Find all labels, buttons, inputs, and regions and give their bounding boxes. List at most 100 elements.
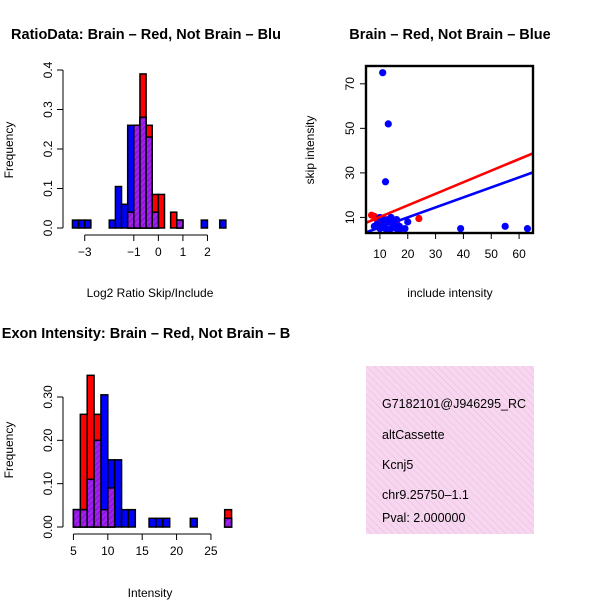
ratio-notbrain-bar: [77, 219, 86, 229]
scatter-x-tick-label: 20: [401, 247, 415, 261]
intensity-overlap-bar: [93, 439, 102, 528]
intensity-histogram-title: Exon Intensity: Brain – Red, Not Brain –…: [2, 326, 290, 342]
scatter-x-tick-label: 40: [457, 247, 471, 261]
scatter-ylabel: skip intensity: [303, 116, 317, 185]
ratio-y-tick-label: 0.4: [41, 61, 55, 78]
ratio-overlap-bar: [151, 211, 160, 229]
scatter-notbrain-point: [381, 178, 390, 186]
intensity-overlap-bar: [100, 508, 109, 528]
scatter-notbrain-point: [501, 222, 509, 230]
intensity-y-tick-label: 0.30: [41, 385, 55, 409]
scatter-x-tick-label: 60: [512, 247, 526, 261]
ratio-notbrain-bar: [120, 203, 129, 229]
intensity-overlap-bar: [107, 487, 116, 528]
intensity-y-tick-label: 0.20: [41, 428, 55, 452]
scatter-notbrain-point: [404, 218, 412, 226]
info-pval: Pval: 2.000000: [382, 511, 465, 525]
ratio-y-tick-label: 0.3: [41, 101, 55, 118]
ratio-overlap-bar: [126, 211, 135, 229]
scatter-notbrain-point: [379, 69, 387, 77]
scatter-frame: [364, 64, 535, 235]
scatter-plot-area: [364, 64, 535, 235]
scatter-x-tick-label: 50: [485, 247, 499, 261]
scatter-y-tick-label: 50: [343, 121, 357, 135]
ratio-overlap-bar: [139, 116, 147, 229]
intensity-notbrain-bar: [113, 459, 123, 528]
intensity-overlap-bar: [86, 478, 95, 528]
ratio-histogram-xlabel: Log2 Ratio Skip/Include: [87, 286, 214, 300]
intensity-y-tick-label: 0.10: [41, 472, 55, 496]
ratio-histogram-bars: [71, 73, 227, 229]
ratio-y-tick-label: 0.2: [41, 140, 55, 157]
scatter-xlabel: include intensity: [407, 286, 492, 300]
ratio-notbrain-bar: [71, 219, 80, 229]
intensity-notbrain-bar: [120, 508, 130, 528]
scatter-brain-fit-line: [366, 152, 533, 224]
ratio-notbrain-bar: [114, 185, 123, 229]
intensity-overlap-bar: [79, 508, 88, 528]
scatter-y-tick-label: 70: [343, 77, 357, 91]
scatter-brain-point: [415, 214, 423, 223]
info-panel: G7182101@J946295_RC altCassette Kcnj5 ch…: [366, 366, 534, 534]
ratio-x-tick-label: 2: [204, 245, 211, 259]
ratio-histogram-axes: 0.0 0.1 0.2 0.3 0.4 −3 −1 0 1 2: [41, 61, 211, 259]
info-panel-background: [366, 366, 534, 534]
scatter-x-tick-label: 30: [429, 247, 443, 261]
intensity-histogram-axes: 0.00 0.10 0.20 0.30 5 10 15 20 25: [41, 385, 218, 558]
intensity-histogram-panel: Exon Intensity: Brain – Red, Not Brain –…: [2, 326, 290, 600]
info-event-type: altCassette: [382, 428, 445, 442]
scatter-notbrain-point: [523, 224, 532, 233]
ratio-overlap-bar: [176, 219, 184, 229]
intensity-x-tick-label: 25: [204, 544, 218, 558]
intensity-x-tick-label: 20: [170, 544, 184, 558]
scatter-y-tick-label: 10: [343, 210, 357, 224]
ratio-x-tick-label: 0: [155, 245, 162, 259]
scatter-panel: Brain – Red, Not Brain – Blue 10 20 30 40 50…: [303, 27, 551, 300]
ratio-y-tick-label: 0.0: [41, 219, 55, 236]
scatter-axes: 10 20 30 40 50 60 10 30 50 70: [343, 77, 526, 261]
ratio-overlap-bar: [133, 124, 141, 229]
intensity-notbrain-bar: [162, 517, 171, 528]
scatter-notbrain-point: [384, 120, 392, 128]
ratio-histogram-title: RatioData: Brain – Red, Not Brain – Blu: [11, 27, 281, 43]
ratio-x-tick-label: −3: [78, 245, 92, 259]
ratio-notbrain-bar: [218, 219, 227, 229]
intensity-histogram-xlabel: Intensity: [128, 586, 173, 600]
info-gene-name: Kcnj5: [382, 458, 413, 472]
intensity-notbrain-bar: [189, 517, 198, 528]
intensity-x-tick-label: 10: [101, 544, 115, 558]
intensity-overlap-bar: [223, 517, 233, 528]
ratio-overlap-bar: [145, 136, 153, 229]
ratio-brain-bar: [157, 193, 166, 229]
intensity-overlap-bar: [72, 508, 82, 528]
ratio-notbrain-bar: [108, 219, 117, 229]
ratio-notbrain-bar: [83, 219, 92, 229]
scatter-marks: [366, 69, 533, 233]
scatter-notbrain-fit-line: [366, 171, 533, 233]
scatter-notbrain-point: [457, 224, 465, 233]
info-probe-id: G7182101@J946295_RC: [382, 397, 526, 411]
intensity-notbrain-bar: [155, 517, 164, 528]
ratio-x-tick-label: 1: [180, 245, 187, 259]
scatter-x-tick-label: 10: [373, 247, 387, 261]
intensity-notbrain-bar: [127, 508, 137, 528]
scatter-title: Brain – Red, Not Brain – Blue: [349, 27, 550, 43]
ratio-y-tick-label: 0.1: [41, 180, 55, 197]
ratio-brain-bar: [169, 211, 178, 229]
info-location: chr9.25750–1.1: [382, 488, 469, 502]
intensity-y-tick-label: 0.00: [41, 515, 55, 539]
ratio-notbrain-bar: [200, 219, 209, 229]
scatter-notbrain-point: [395, 227, 403, 233]
intensity-notbrain-bar: [148, 517, 157, 528]
intensity-x-tick-label: 15: [136, 544, 150, 558]
ratio-x-tick-label: −1: [127, 245, 141, 259]
intensity-histogram-bars: [72, 374, 233, 528]
ratio-histogram-ylabel: Frequency: [2, 122, 16, 179]
intensity-notbrain-bar: [100, 394, 109, 528]
scatter-notbrain-point: [401, 224, 409, 233]
ratio-histogram-panel: RatioData: Brain – Red, Not Brain – Blu …: [2, 27, 281, 300]
intensity-x-tick-label: 5: [70, 544, 77, 558]
intensity-histogram-ylabel: Frequency: [2, 422, 16, 479]
scatter-y-tick-label: 30: [343, 166, 357, 180]
